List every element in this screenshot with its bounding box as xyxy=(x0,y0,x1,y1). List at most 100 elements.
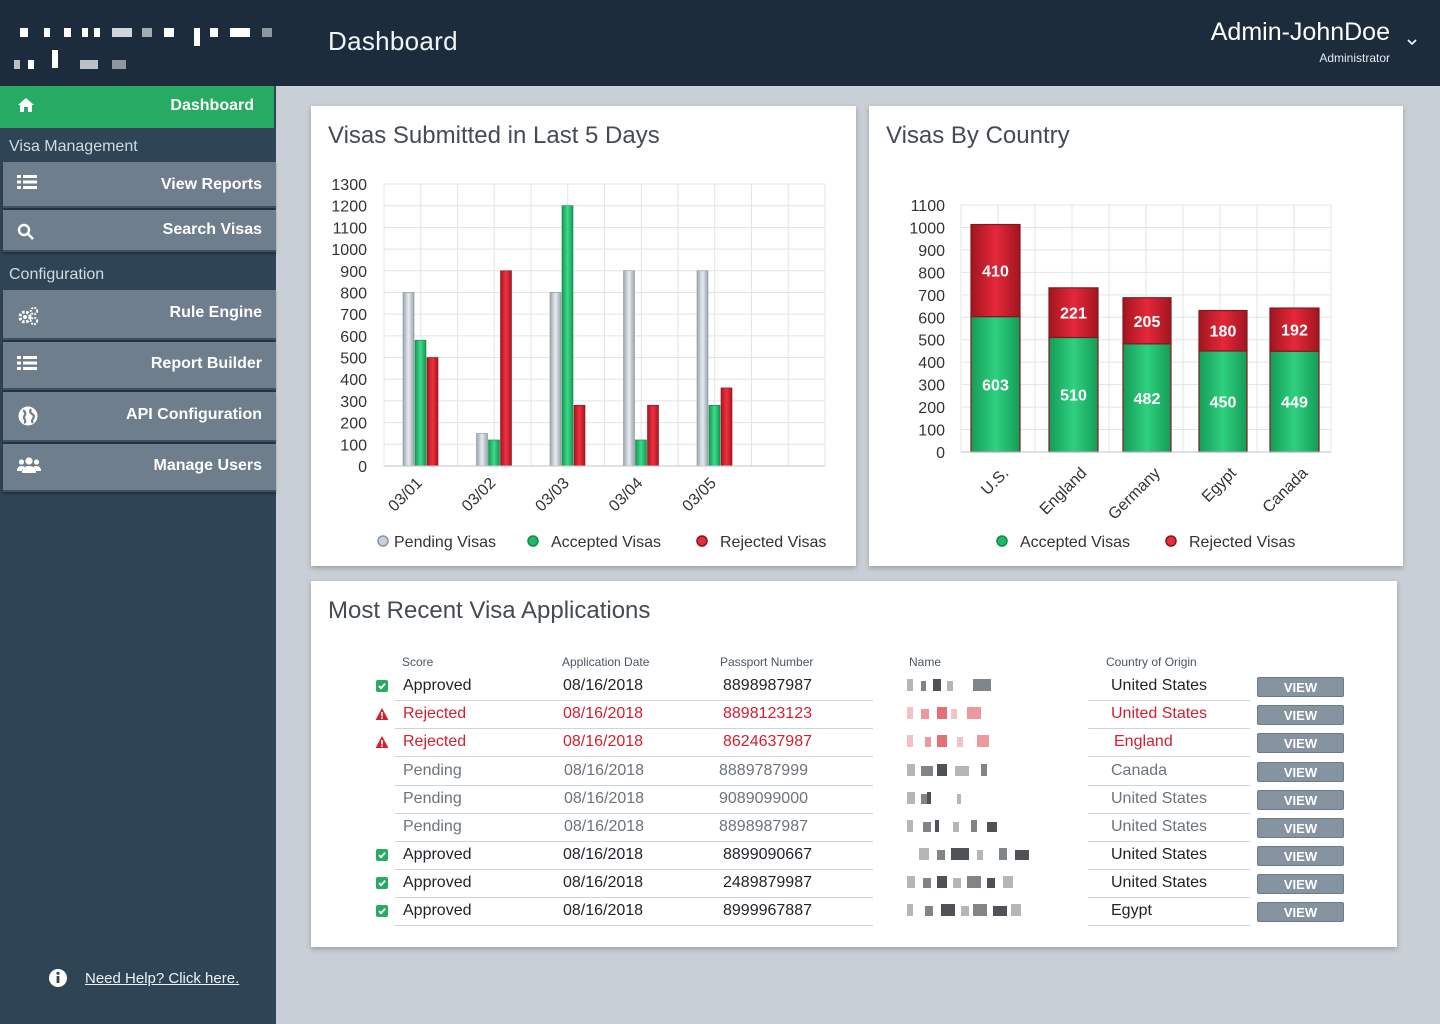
date-cell: 08/16/2018 xyxy=(564,818,645,835)
passport-cell: 8898987987 xyxy=(723,677,812,694)
y-tick-label: 1300 xyxy=(331,177,367,194)
column-header-passport: Passport Number xyxy=(720,655,814,669)
top-bar: Dashboard Admin-JohnDoe Administrator xyxy=(0,0,1440,86)
bar xyxy=(573,404,586,467)
help-link-label[interactable]: Need Help? Click here. xyxy=(85,970,240,987)
sidebar-item-manage-users[interactable]: Manage Users xyxy=(3,444,276,492)
sidebar-item-view-reports[interactable]: View Reports xyxy=(3,162,276,208)
country-cell: Canada xyxy=(1111,762,1168,779)
bar xyxy=(623,270,635,467)
search-icon xyxy=(17,223,34,240)
y-tick-label: 200 xyxy=(340,416,367,433)
bar-rejected xyxy=(1269,307,1320,352)
view-button[interactable]: VIEW xyxy=(1257,818,1344,838)
user-role: Administrator xyxy=(1319,51,1390,65)
y-tick-label: 200 xyxy=(918,400,945,417)
legend-swatch xyxy=(996,535,1008,547)
section-visa-management: Visa Management xyxy=(9,138,138,155)
y-tick-label: 700 xyxy=(340,307,367,324)
y-tick-label: 100 xyxy=(340,437,367,454)
y-tick-label: 1000 xyxy=(909,220,945,237)
name-cell-redacted xyxy=(907,792,961,804)
sidebar-item-label: Report Builder xyxy=(150,355,262,372)
bar xyxy=(635,439,647,467)
y-tick-label: 900 xyxy=(340,264,367,281)
data-label: 205 xyxy=(1134,314,1161,331)
view-button[interactable]: VIEW xyxy=(1257,733,1344,753)
country-cell: Egypt xyxy=(1111,902,1152,919)
home-icon xyxy=(18,98,34,112)
country-cell: United States xyxy=(1111,846,1208,863)
view-button[interactable]: VIEW xyxy=(1257,762,1344,782)
sidebar-item-report-builder[interactable]: Report Builder xyxy=(3,342,276,390)
bar xyxy=(414,339,427,467)
section-configuration: Configuration xyxy=(9,266,105,283)
passport-cell: 2489879987 xyxy=(723,874,812,891)
sidebar-item-label: API Configuration xyxy=(126,406,262,423)
legend-label: Rejected Visas xyxy=(720,534,826,551)
data-label: 192 xyxy=(1281,323,1308,340)
sidebar-item-label: Manage Users xyxy=(153,457,263,474)
date-cell: 08/16/2018 xyxy=(564,762,645,779)
visas-by-country-chart: 0 100 200 300 400 500 600 700 800 900 1000 1100 603 4… xyxy=(909,198,1332,551)
y-tick-label: 700 xyxy=(918,288,945,305)
bar-rejected xyxy=(1198,309,1248,352)
score-cell: Approved xyxy=(403,846,472,863)
data-label: 180 xyxy=(1210,324,1237,341)
y-tick-label: 1100 xyxy=(333,220,368,237)
name-cell-redacted xyxy=(907,876,1013,888)
sidebar-item-search-visas[interactable]: Search Visas xyxy=(3,210,276,252)
table-row: Rejected 08/16/2018 8624637987 England VIEW xyxy=(311,729,1397,757)
column-header-score: Score xyxy=(402,655,434,669)
card-title: Most Recent Visa Applications xyxy=(328,597,651,624)
legend-label: Rejected Visas xyxy=(1189,534,1295,551)
gears-icon xyxy=(18,306,39,326)
legend-swatch xyxy=(527,535,539,547)
y-tick-label: 500 xyxy=(340,351,367,368)
name-cell-redacted xyxy=(919,848,1029,860)
user-name[interactable]: Admin-JohnDoe xyxy=(1210,18,1390,46)
check-icon xyxy=(376,680,388,692)
score-cell: Rejected xyxy=(403,705,467,722)
y-tick-label: 100 xyxy=(918,423,945,440)
score-cell: Approved xyxy=(403,874,472,891)
y-tick-label: 400 xyxy=(918,355,945,372)
y-tick-label: 800 xyxy=(918,265,945,282)
country-cell: United States xyxy=(1111,705,1208,722)
x-tick-label: Germany xyxy=(1105,465,1164,524)
y-tick-label: 1100 xyxy=(911,198,946,215)
bar xyxy=(488,439,500,467)
sidebar-item-label: Dashboard xyxy=(170,97,254,114)
view-button[interactable]: VIEW xyxy=(1257,705,1344,725)
sidebar-item-rule-engine[interactable]: Rule Engine xyxy=(3,290,276,340)
table-row: Pending 08/16/2018 8898987987 United States… xyxy=(311,814,1397,842)
passport-cell: 9089099000 xyxy=(719,790,808,807)
sidebar-item-label: View Reports xyxy=(160,176,262,193)
y-tick-label: 0 xyxy=(936,445,945,462)
bar xyxy=(647,404,659,467)
bar xyxy=(561,205,574,467)
warning-icon xyxy=(375,736,389,748)
list-icon xyxy=(17,175,37,189)
table-row: Approved 08/16/2018 2489879987 United State… xyxy=(311,870,1397,898)
view-button[interactable]: VIEW xyxy=(1257,902,1344,922)
bar xyxy=(720,387,733,467)
table-row: Rejected 08/16/2018 8898123123 United State… xyxy=(311,701,1397,729)
name-cell-redacted xyxy=(907,904,1021,916)
view-button[interactable]: VIEW xyxy=(1257,874,1344,894)
x-tick-label: 03/05 xyxy=(679,475,719,515)
date-cell: 08/16/2018 xyxy=(563,902,644,919)
visas-by-country-card: Visas By Country 0 100 200 300 400 500 600 700 8… xyxy=(869,106,1403,566)
sidebar: Dashboard Visa Management View Reports S… xyxy=(0,86,276,1024)
view-button[interactable]: VIEW xyxy=(1257,790,1344,810)
sidebar-item-api-configuration[interactable]: API Configuration xyxy=(3,392,276,442)
data-label: 449 xyxy=(1281,395,1308,412)
x-tick-label: Egypt xyxy=(1199,464,1240,505)
view-button[interactable]: VIEW xyxy=(1257,677,1344,697)
bar xyxy=(696,270,709,467)
sidebar-item-dashboard[interactable]: Dashboard xyxy=(0,86,274,128)
name-cell-redacted xyxy=(907,735,989,747)
view-button[interactable]: VIEW xyxy=(1257,846,1344,866)
passport-cell: 8624637987 xyxy=(723,733,812,750)
chevron-down-icon[interactable] xyxy=(1406,36,1418,48)
